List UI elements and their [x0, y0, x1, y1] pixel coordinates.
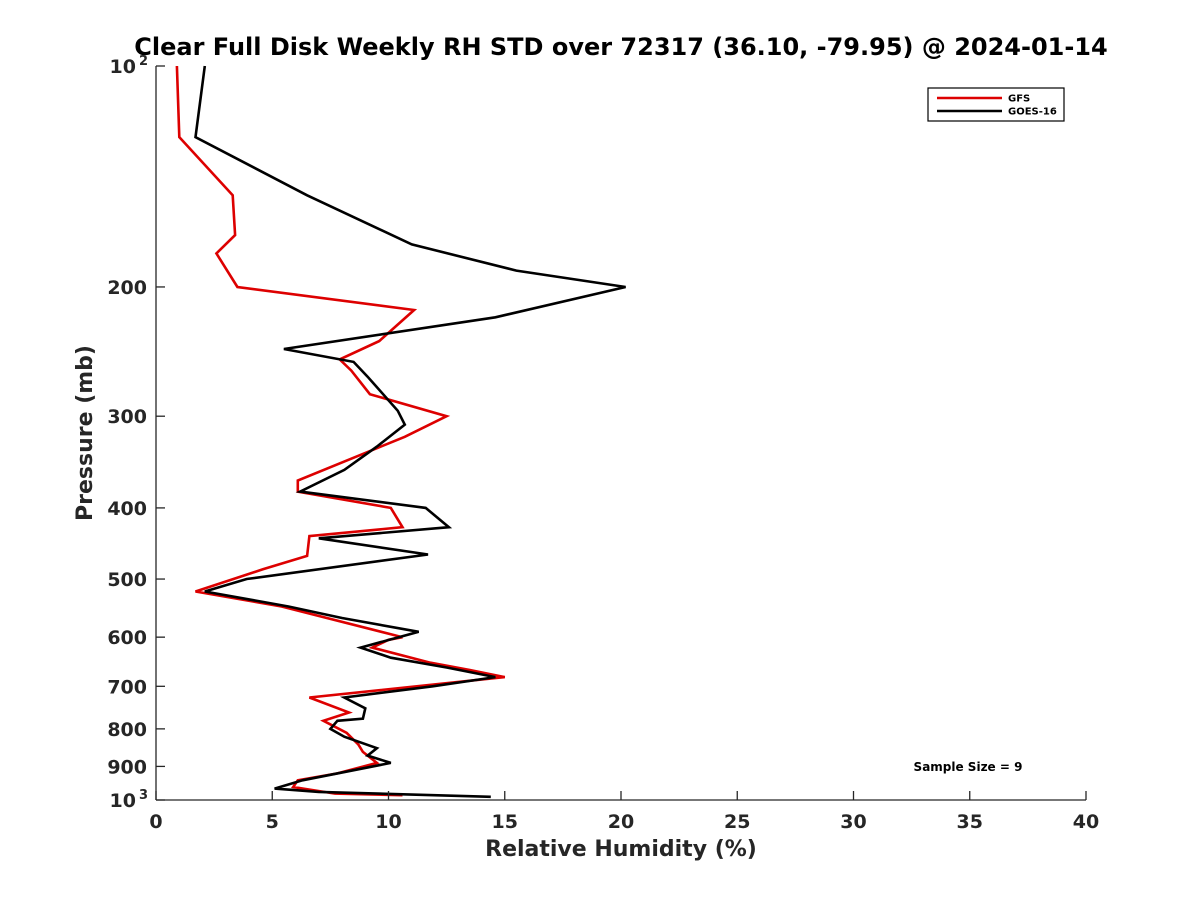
x-tick-label: 20: [608, 811, 634, 833]
y-tick-exponent: 3: [139, 788, 148, 803]
y-tick-label: 700: [107, 676, 147, 698]
y-tick-label: 600: [107, 627, 147, 649]
y-tick-label: 300: [107, 406, 147, 428]
legend-entry-label: GOES-16: [1008, 107, 1057, 118]
series-layer: [175, 65, 626, 799]
x-tick-label: 30: [840, 811, 866, 833]
y-tick-label: 500: [107, 569, 147, 591]
y-axis-label: Pressure (mb): [73, 345, 98, 521]
x-axis-label: Relative Humidity (%): [485, 837, 757, 862]
x-tick-label: 10: [375, 811, 401, 833]
series-line-gfs: [175, 65, 506, 797]
y-tick-label: 900: [107, 756, 147, 778]
sample-size-annotation: Sample Size = 9: [914, 760, 1023, 774]
x-tick-label: 5: [266, 811, 279, 833]
y-tick-exponent: 2: [139, 54, 148, 69]
x-tick-label: 0: [149, 811, 162, 833]
x-tick-label: 35: [957, 811, 983, 833]
x-axis: 0 5 10 15 20 25 30 35 40: [149, 791, 1099, 833]
y-tick-label: 10: [110, 790, 136, 812]
plot-frame: [155, 66, 1086, 801]
legend-entry-label: GFS: [1008, 94, 1030, 105]
series-line-goes-16: [194, 65, 626, 799]
y-tick-label: 800: [107, 719, 147, 741]
legend: GFS GOES-16: [927, 87, 1065, 122]
x-tick-label: 15: [492, 811, 518, 833]
x-tick-label: 25: [724, 811, 750, 833]
y-tick-label: 200: [107, 277, 147, 299]
x-tick-label: 40: [1073, 811, 1099, 833]
legend-box: [927, 87, 1065, 122]
y-tick-label: 400: [107, 498, 147, 520]
y-tick-label: 10: [110, 56, 136, 78]
chart-title: Clear Full Disk Weekly RH STD over 72317…: [134, 33, 1107, 61]
